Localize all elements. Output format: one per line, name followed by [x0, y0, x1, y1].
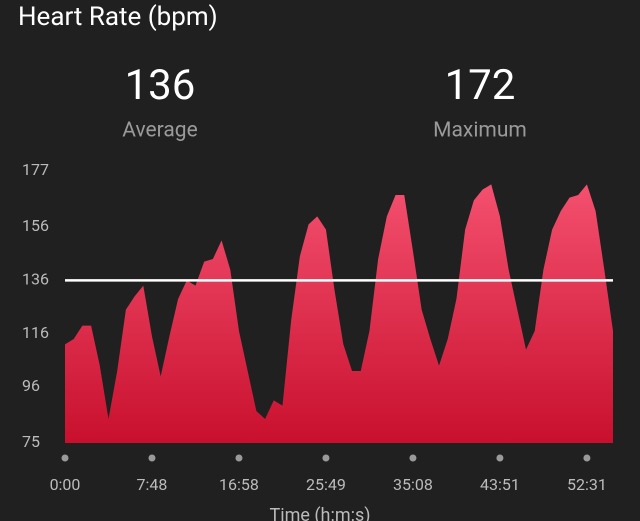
x-tick-label: 0:00 [50, 475, 81, 494]
x-tick-label: 16:58 [219, 475, 259, 494]
x-tick-dot [322, 454, 330, 462]
x-tick-dot [583, 454, 591, 462]
y-tick-label: 116 [22, 323, 49, 342]
stat-label: Maximum [433, 119, 527, 143]
stat-value: 172 [445, 61, 516, 110]
x-tick-dot [409, 454, 417, 462]
x-tick-dot [148, 454, 156, 462]
x-tick-dot [235, 454, 243, 462]
x-axis-title: Time (h:m:s) [269, 505, 370, 521]
stat-label: Average [122, 119, 197, 143]
y-tick-label: 96 [22, 376, 40, 395]
x-tick-dot [496, 454, 504, 462]
chart-title: Heart Rate (bpm) [18, 2, 218, 32]
x-tick-label: 43:51 [480, 475, 520, 494]
x-tick-label: 35:08 [393, 475, 433, 494]
area [65, 184, 613, 444]
x-tick-label: 52:31 [567, 475, 607, 494]
y-tick-label: 136 [22, 270, 49, 289]
x-tick-label: 25:49 [306, 475, 346, 494]
y-tick-label: 156 [22, 216, 49, 235]
x-tick-dot [61, 454, 69, 462]
y-tick-label: 75 [22, 432, 40, 451]
x-tick-label: 7:48 [137, 475, 168, 494]
y-tick-label: 177 [22, 160, 49, 179]
stat-value: 136 [125, 61, 196, 110]
